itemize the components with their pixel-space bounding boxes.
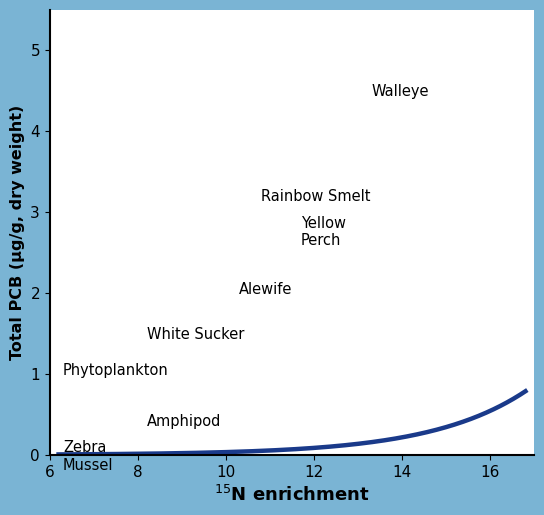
Text: Alewife: Alewife: [239, 282, 293, 297]
Text: Yellow
Perch: Yellow Perch: [301, 216, 346, 249]
X-axis label: $^{15}$N enrichment: $^{15}$N enrichment: [214, 485, 370, 505]
Text: Walleye: Walleye: [372, 84, 429, 99]
Text: White Sucker: White Sucker: [147, 327, 244, 341]
Text: Phytoplankton: Phytoplankton: [63, 363, 169, 378]
Text: Amphipod: Amphipod: [147, 414, 221, 429]
Text: Zebra
Mussel: Zebra Mussel: [63, 440, 114, 473]
Text: Rainbow Smelt: Rainbow Smelt: [261, 189, 370, 204]
Y-axis label: Total PCB (μg/g, dry weight): Total PCB (μg/g, dry weight): [10, 105, 24, 360]
